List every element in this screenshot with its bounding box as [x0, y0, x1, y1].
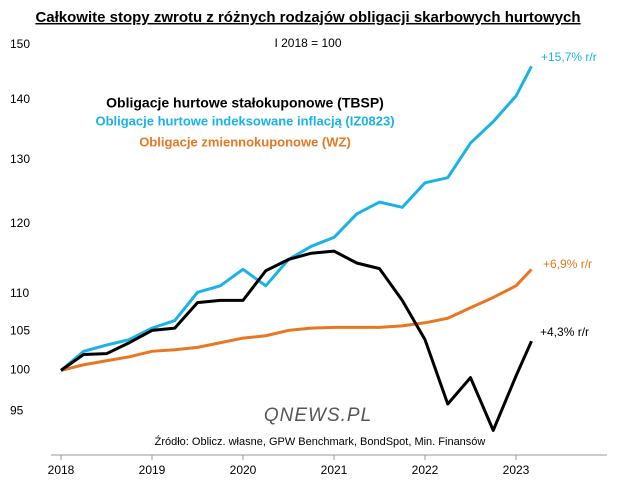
legend-entry: Obligacje zmiennokuponowe (WZ): [139, 134, 351, 149]
annotation: +4,3% r/r: [540, 325, 589, 339]
y-tick-label: 95: [10, 404, 24, 418]
chart-title: Całkowite stopy zwrotu z różnych rodzajó…: [35, 9, 580, 26]
y-tick-label: 120: [10, 216, 30, 230]
annotation: +6,9% r/r: [543, 257, 592, 271]
x-tick-label: 2021: [321, 463, 348, 477]
series-line: [60, 65, 533, 372]
annotation: +15,7% r/r: [541, 50, 597, 64]
subtitle: I 2018 = 100: [274, 36, 341, 50]
y-tick-label: 100: [10, 363, 30, 377]
y-tick-label: 130: [10, 152, 30, 166]
legend-entry: Obligacje hurtowe indeksowane inflacją (…: [95, 113, 394, 128]
x-tick-label: 2018: [48, 463, 75, 477]
series-line: [60, 249, 533, 432]
series-line: [60, 268, 533, 372]
y-tick-label: 150: [10, 37, 30, 51]
y-tick-label: 140: [10, 92, 30, 106]
source: Źródło: Oblicz. własne, GPW Benchmark, B…: [155, 435, 486, 448]
legend-entry: Obligacje hurtowe stałokuponowe (TBSP): [106, 95, 384, 111]
x-tick-label: 2019: [139, 463, 166, 477]
x-tick-label: 2022: [412, 463, 439, 477]
x-tick-label: 2020: [230, 463, 257, 477]
y-tick-label: 105: [10, 323, 30, 337]
y-tick-label: 110: [10, 286, 29, 300]
x-tick-label: 2023: [503, 463, 530, 477]
logo: QNEWS.PL: [264, 405, 372, 426]
